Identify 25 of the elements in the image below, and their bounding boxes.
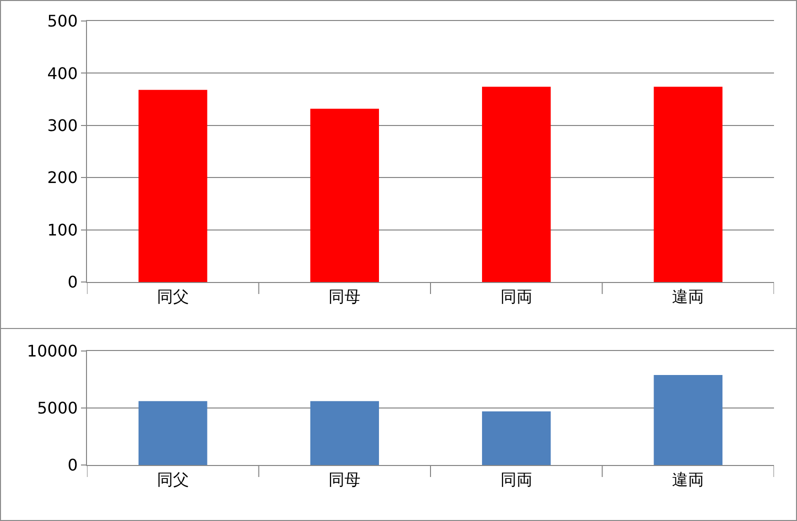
x-tick-label: 違両	[672, 470, 704, 490]
bar	[310, 401, 379, 465]
x-tick-label: 同両	[500, 470, 532, 490]
x-tick-label: 同父	[156, 470, 189, 490]
x-tick-label: 同両	[500, 287, 532, 306]
y-tick-label: 5000	[37, 398, 78, 418]
y-tick-label: 100	[47, 220, 78, 240]
bar	[482, 86, 551, 282]
bar	[654, 374, 722, 465]
x-tick-label: 同父	[156, 287, 189, 306]
bar	[138, 90, 208, 282]
y-tick-label: 0	[68, 456, 78, 475]
y-tick-label: 0	[68, 272, 78, 292]
x-tick-label: 違両	[672, 287, 704, 306]
bar	[138, 401, 208, 465]
x-tick-label: 同母	[328, 287, 361, 306]
bar	[654, 86, 722, 282]
y-tick-label: 400	[47, 64, 78, 83]
y-tick-label: 300	[47, 116, 78, 135]
bar	[482, 411, 551, 465]
bar	[310, 108, 379, 282]
y-tick-label: 10000	[26, 342, 78, 361]
x-tick-label: 同母	[328, 470, 361, 490]
y-tick-label: 500	[47, 12, 78, 31]
y-tick-label: 200	[47, 168, 78, 188]
